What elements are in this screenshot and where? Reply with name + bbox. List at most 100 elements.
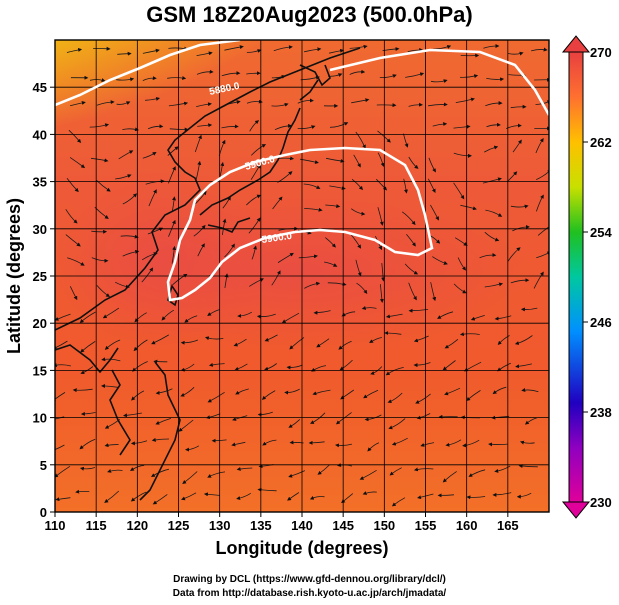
streamline <box>196 69 214 75</box>
streamline <box>329 48 345 54</box>
streamline <box>221 124 239 129</box>
streamline <box>460 204 477 211</box>
streamline <box>69 157 86 169</box>
streamline <box>516 492 532 499</box>
streamline <box>168 219 176 237</box>
streamline <box>236 492 252 501</box>
streamline <box>79 311 96 323</box>
streamline <box>222 196 231 209</box>
x-tick-label: 150 <box>373 518 395 533</box>
streamline <box>196 51 213 56</box>
streamline <box>251 144 267 156</box>
streamline <box>118 150 134 160</box>
streamline <box>351 98 370 104</box>
streamline <box>75 489 90 494</box>
streamline <box>130 491 147 502</box>
streamline <box>261 390 276 400</box>
streamline <box>385 367 404 376</box>
y-tick-label: 20 <box>33 316 47 331</box>
coastlines <box>55 47 361 501</box>
streamline <box>507 247 521 262</box>
streamline <box>317 464 330 475</box>
streamline <box>470 315 485 321</box>
streamline <box>329 122 349 128</box>
streamline <box>184 315 198 323</box>
chart-title: GSM 18Z20Aug2023 (500.0hPa) <box>146 2 473 27</box>
streamline <box>142 48 160 54</box>
streamline <box>271 270 281 286</box>
streamline <box>408 282 417 301</box>
streamline <box>178 419 194 432</box>
streamline <box>494 315 512 321</box>
streamline <box>203 492 220 497</box>
streamline <box>384 331 402 336</box>
streamline <box>236 466 253 471</box>
cold-air-region <box>55 40 345 160</box>
streamline <box>353 154 361 168</box>
streamline <box>350 208 366 216</box>
streamline <box>122 193 137 205</box>
streamline <box>256 313 276 319</box>
streamline <box>362 491 377 495</box>
streamline <box>152 494 168 505</box>
x-tick-label: 135 <box>250 518 272 533</box>
streamline <box>145 97 161 101</box>
streamline <box>161 309 174 321</box>
streamline <box>355 259 362 277</box>
streamline <box>530 47 548 52</box>
streamline <box>142 151 157 159</box>
streamline <box>377 152 385 168</box>
streamline <box>115 174 132 180</box>
streamline <box>284 388 300 395</box>
streamline <box>485 209 503 217</box>
streamline <box>385 313 403 319</box>
streamline <box>486 122 501 128</box>
streamline <box>181 492 197 501</box>
streamline <box>512 139 522 153</box>
streamline <box>196 102 212 107</box>
streamline <box>427 178 436 193</box>
colorbar-tick-label: 254 <box>590 225 612 240</box>
x-axis-ticks: 110 115 120 125 130 135 140 145 150 155 160 165 <box>45 512 519 533</box>
streamline <box>116 101 131 105</box>
streamline <box>325 204 341 209</box>
streamline <box>430 282 437 302</box>
x-tick-label: 130 <box>209 518 231 533</box>
streamline <box>459 332 480 337</box>
streamline <box>55 444 65 450</box>
streamline <box>403 178 408 194</box>
streamline <box>536 194 544 212</box>
streamline <box>168 101 189 107</box>
streamline <box>168 166 176 184</box>
streamline <box>231 441 246 447</box>
streamline <box>246 71 261 76</box>
y-axis-ticks: 0 5 10 15 20 25 30 35 40 45 <box>33 80 55 520</box>
streamline <box>356 282 368 295</box>
streamline <box>80 411 96 416</box>
streamline <box>117 51 132 56</box>
streamline <box>278 156 295 161</box>
streamline <box>519 440 535 445</box>
streamline <box>151 437 170 442</box>
streamline <box>287 492 300 501</box>
streamline <box>351 178 364 191</box>
streamline <box>304 47 322 53</box>
streamline <box>537 226 549 236</box>
streamline <box>510 278 530 284</box>
streamline <box>107 468 123 473</box>
streamline <box>281 312 300 324</box>
streamline <box>123 412 142 418</box>
latlon-grid <box>55 40 549 512</box>
streamline <box>377 130 391 143</box>
streamline <box>207 309 221 317</box>
x-tick-label: 145 <box>332 518 354 533</box>
streamline <box>116 77 135 82</box>
streamline <box>304 207 323 212</box>
streamline <box>264 363 277 371</box>
streamline <box>180 339 199 345</box>
colorbar-tick-label: 246 <box>590 315 612 330</box>
streamline <box>207 391 225 403</box>
streamline <box>483 44 500 49</box>
x-tick-label: 140 <box>291 518 313 533</box>
streamline <box>91 257 109 263</box>
